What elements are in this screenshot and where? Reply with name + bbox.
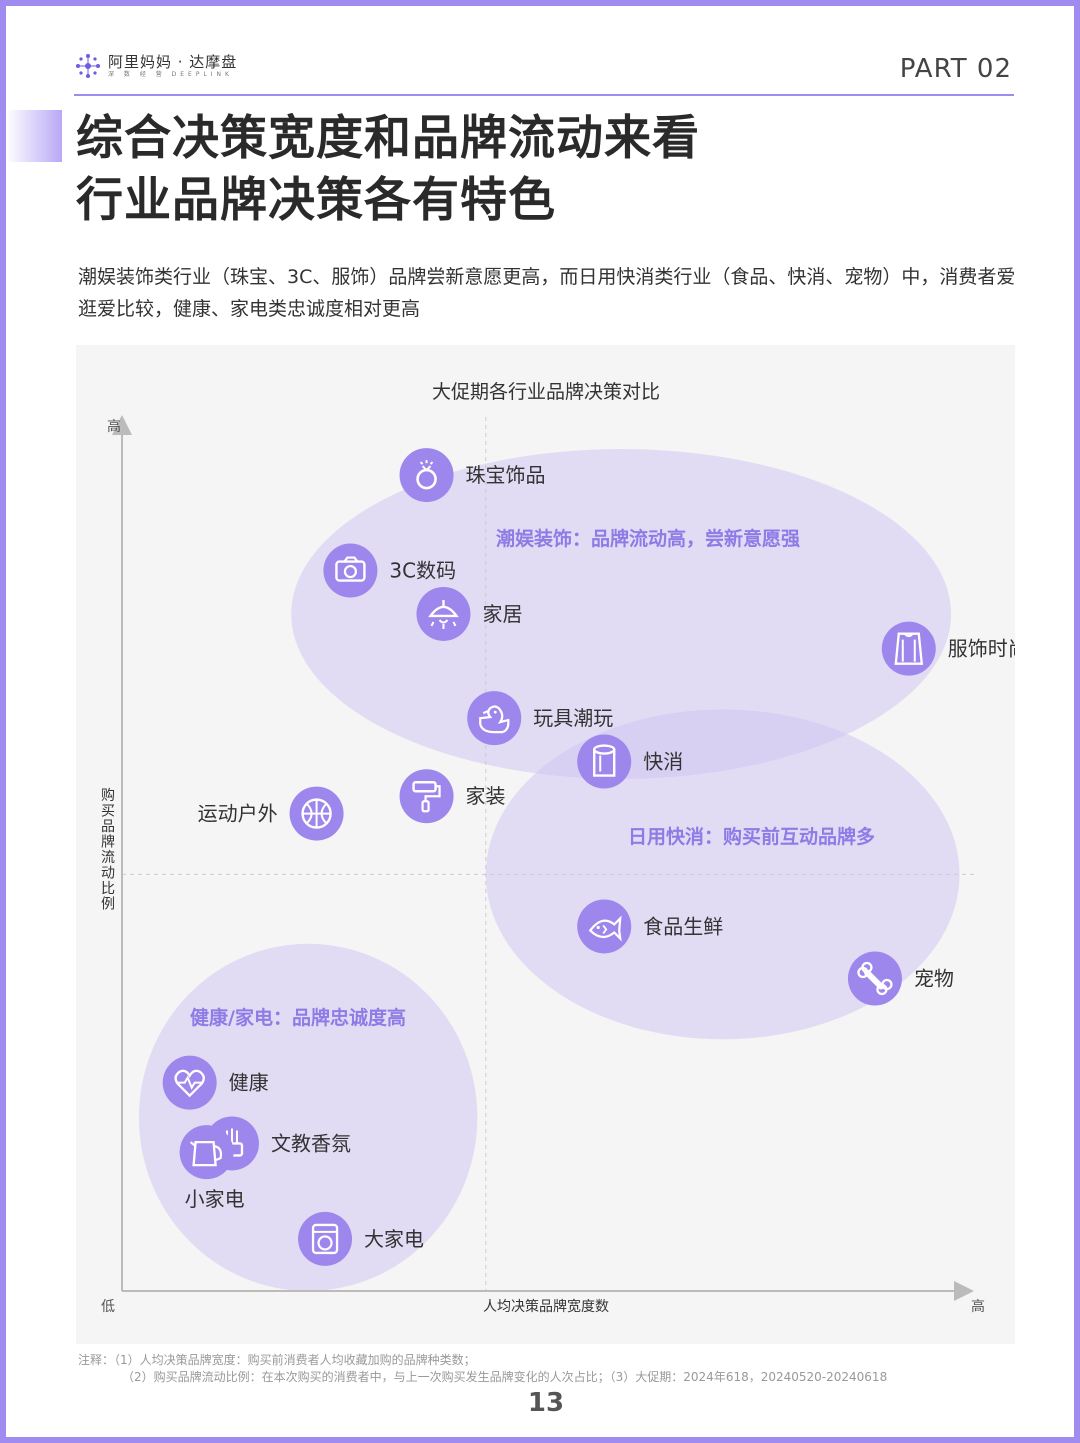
ring-icon [416,460,437,490]
data-point [881,621,936,676]
basketball-icon [301,798,332,829]
point-label: 运动户外 [198,802,278,826]
footnotes: 注释：（1）人均决策品牌宽度：购买前消费者人均收藏加购的品牌种类数； （2）购买… [78,1352,887,1386]
camera-icon [335,556,366,582]
chart-title: 大促期各行业品牌决策对比 [432,381,660,403]
points-layer [162,448,936,1266]
data-point [577,899,632,954]
brand-mark-icon [76,54,100,78]
brand-logo: 阿里妈妈 · 达摩盘 深 数 经 营 DEEPLINK [74,52,237,80]
clusters-layer [138,449,960,1291]
point-marker [399,448,454,503]
paint-roller-icon [412,781,441,813]
y-axis-high-label: 高 [107,418,121,435]
data-point [399,448,454,503]
data-point [467,691,522,746]
point-label: 小家电 [185,1187,245,1211]
chart-panel: 潮娱装饰：品牌流动高，尝新意愿强日用快消：购买前互动品牌多健康/家电：品牌忠诚度… [76,345,1028,1344]
point-label: 3C数码 [389,559,456,583]
lamp-icon [428,599,459,629]
point-label: 食品生鲜 [643,914,723,938]
point-marker [298,1211,353,1266]
data-point [298,1211,353,1266]
fish-icon [588,915,622,942]
data-point [162,1055,217,1110]
point-marker [577,734,632,789]
heart-icon [174,1069,205,1098]
x-axis-title: 人均决策品牌宽度数 [483,1298,609,1315]
sweater-icon [894,632,924,665]
washer-icon [311,1223,339,1255]
page-number: 13 [527,1388,565,1418]
kettle-icon [189,1140,223,1167]
point-label: 服饰时尚 [948,637,1015,661]
x-axis-high-label: 高 [971,1298,985,1315]
data-point [847,951,902,1006]
axis-low-label: 低 [101,1299,115,1315]
bone-icon [857,961,893,996]
cluster-label: 日用快消：购买前互动品牌多 [628,825,875,848]
point-label: 玩具潮玩 [533,706,613,730]
point-label: 大家电 [364,1227,424,1251]
page-title-line-2: 行业品牌决策各有特色 [76,173,556,228]
brand-name: 阿里妈妈 · 达摩盘 [108,52,238,71]
duck-icon [479,705,510,734]
point-label: 宠物 [914,967,954,991]
point-label: 文教香氛 [271,1131,351,1155]
title-accent-bar [6,110,62,162]
point-label: 珠宝饰品 [466,463,546,487]
y-axis-title: 购买品牌流动比例 [101,788,115,913]
grid-layer [122,417,976,1291]
page-title-line-1: 综合决策宽度和品牌流动来看 [76,111,700,166]
data-point [289,786,344,841]
part-label: PART 02 [899,54,1012,84]
data-point [416,586,471,641]
footnote-line-2: （2）购买品牌流动比例：在本次购买的消费者中，与上一次购买发生品牌变化的人次占比… [122,1370,888,1384]
footnote-line-1: 注释：（1）人均决策品牌宽度：购买前消费者人均收藏加购的品牌种类数； [78,1353,476,1367]
point-marker [881,621,936,676]
chart-svg: 潮娱装饰：品牌流动高，尝新意愿强日用快消：购买前互动品牌多健康/家电：品牌忠诚度… [101,381,1028,1315]
point-marker [467,691,522,746]
cluster-ellipse [291,449,952,779]
header-divider [74,94,1014,96]
labels-layer: 潮娱装饰：品牌流动高，尝新意愿强日用快消：购买前互动品牌多健康/家电：品牌忠诚度… [101,381,1028,1315]
point-label: 健康 [229,1071,269,1095]
data-point [577,734,632,789]
brand-subtitle: 深 数 经 营 DEEPLINK [108,70,233,78]
axes-layer [112,415,974,1301]
point-marker [323,543,378,598]
data-point [179,1125,234,1180]
point-marker [179,1125,234,1180]
point-label: 家装 [466,784,506,808]
point-label: 家居 [482,602,522,626]
page-subtitle: 潮娱装饰类行业（珠宝、3C、服饰）品牌尝新意愿更高，而日用快消类行业（食品、快消… [78,266,1016,320]
page-title: 综合决策宽度和品牌流动来看 行业品牌决策各有特色 [76,108,700,232]
cluster-ellipse [138,943,478,1291]
cluster-label: 健康/家电：品牌忠诚度高 [190,1006,406,1029]
paper-roll-icon [593,744,616,777]
cluster-label: 潮娱装饰：品牌流动高，尝新意愿强 [496,527,800,550]
point-marker [416,586,471,641]
data-point [399,769,454,824]
point-label: 快消 [643,750,683,774]
data-point [323,543,378,598]
